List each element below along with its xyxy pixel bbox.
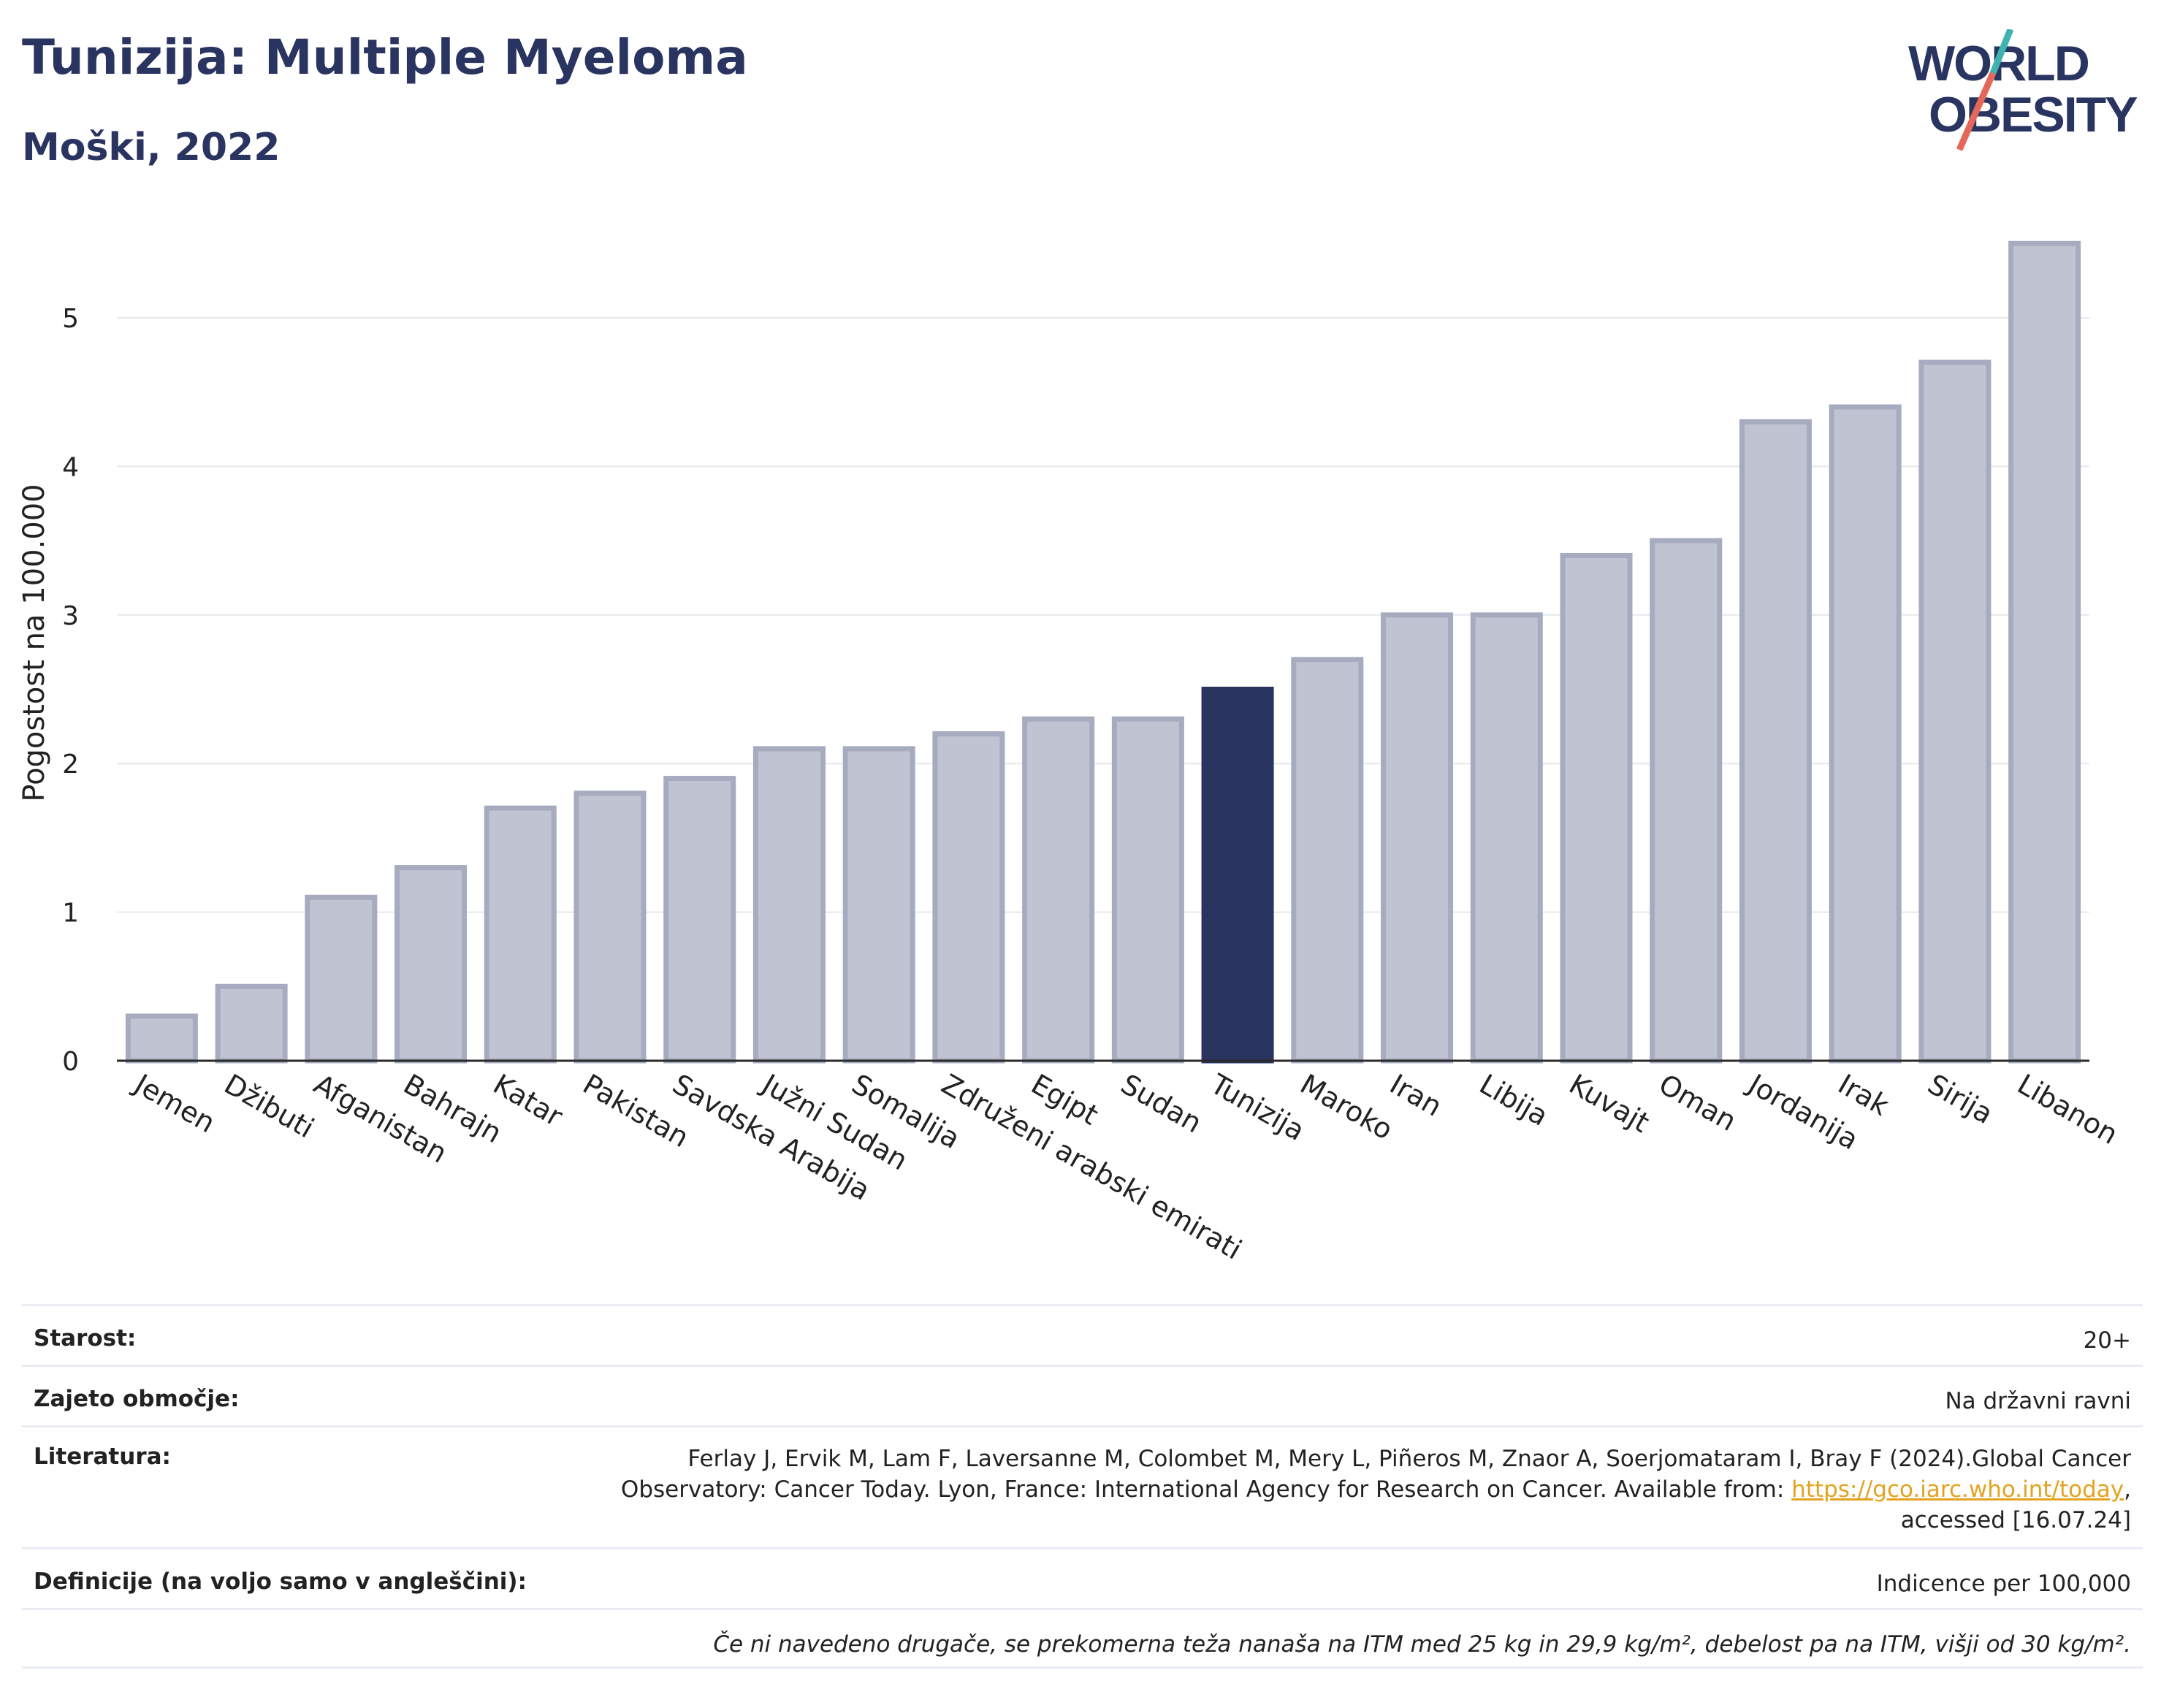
bar-južni-sudan[interactable] [752, 746, 826, 1064]
bar-sirija[interactable] [1918, 359, 1992, 1064]
bar-irak[interactable] [1829, 404, 1902, 1064]
x-tick-label: Kuvajt [1564, 1068, 1655, 1139]
x-tick-label: Jemen [128, 1067, 221, 1140]
x-tick-label: Sudan [1116, 1068, 1208, 1140]
y-axis-label: Pogostost na 100.000 [18, 484, 51, 801]
bar-somalija[interactable] [842, 746, 915, 1064]
bar-egipt[interactable] [1022, 716, 1095, 1064]
info-row-definitions: Definicije (na voljo samo v angleščini):… [22, 1547, 2143, 1608]
x-tick-label: Džibuti [219, 1068, 320, 1145]
bar-maroko[interactable] [1291, 657, 1364, 1064]
x-tick-label: Oman [1653, 1068, 1742, 1137]
coverage-value: Na državni ravni [1945, 1388, 2131, 1414]
info-table: Starost: 20+ Zajeto območje: Na državni … [22, 1304, 2143, 1669]
info-row-reference: Literatura: Ferlay J, Ervik M, Lam F, La… [22, 1425, 2143, 1547]
bars [125, 240, 2081, 1064]
bar-katar[interactable] [484, 805, 557, 1064]
reference-line3: accessed [16.07.24] [1900, 1507, 2131, 1533]
x-tick-label: Libanon [2012, 1068, 2123, 1151]
info-row-age: Starost: 20+ [22, 1304, 2143, 1365]
reference-line2-end: , [2124, 1476, 2131, 1503]
x-tick-label: Sirija [1922, 1068, 1998, 1130]
bar-afganistan[interactable] [305, 894, 378, 1064]
info-row-note: Če ni navedeno drugače, se prekomerna te… [22, 1608, 2143, 1669]
definitions-label: Definicije (na voljo samo v angleščini): [34, 1568, 527, 1595]
info-row-coverage: Zajeto območje: Na državni ravni [22, 1365, 2143, 1425]
reference-line2: Observatory: Cancer Today. Lyon, France:… [620, 1476, 1792, 1503]
logo-slash-red [1956, 72, 1997, 151]
bar-savdska-arabija[interactable] [663, 776, 736, 1064]
bar-iran[interactable] [1381, 612, 1454, 1064]
bar-džibuti[interactable] [215, 983, 288, 1064]
bar-jordanija[interactable] [1739, 419, 1812, 1064]
y-tick-label: 0 [62, 1047, 79, 1077]
bar-libanon[interactable] [2008, 240, 2081, 1064]
bar-združeni-arabski-emirati[interactable] [932, 731, 1005, 1064]
logo-slash-teal [1989, 29, 2014, 75]
bar-oman[interactable] [1650, 538, 1723, 1064]
reference-value: Ferlay J, Ervik M, Lam F, Laversanne M, … [621, 1444, 2131, 1536]
x-tick-label: Tunizija [1205, 1067, 1311, 1147]
bar-bahrajn[interactable] [395, 865, 468, 1064]
x-tick-label: Libija [1474, 1068, 1554, 1132]
reference-label: Literatura: [34, 1444, 171, 1470]
age-label: Starost: [34, 1325, 137, 1351]
x-tick-label: Irak [1833, 1068, 1894, 1122]
page-subtitle: Moški, 2022 [22, 126, 281, 169]
reference-link[interactable]: https://gco.iarc.who.int/today [1791, 1476, 2124, 1503]
y-axis-ticks: 0 1 2 3 4 5 [62, 304, 79, 1077]
y-tick-label: 2 [62, 750, 79, 779]
footnote: Če ni navedeno drugače, se prekomerna te… [713, 1631, 2131, 1658]
world-obesity-logo: WORLD OBESITY [1908, 29, 2139, 151]
y-tick-label: 1 [62, 899, 79, 929]
bar-kuvajt[interactable] [1560, 552, 1633, 1064]
bar-jemen[interactable] [125, 1013, 198, 1064]
y-tick-label: 3 [62, 601, 79, 631]
y-tick-label: 5 [62, 304, 79, 334]
definitions-value: Indicence per 100,000 [1876, 1571, 2131, 1597]
bar-sudan[interactable] [1111, 716, 1184, 1064]
x-tick-label: Iran [1384, 1068, 1447, 1123]
bar-chart: 0 1 2 3 4 5 JemenDžibutiAfganistanBahrajnKata… [18, 240, 2124, 1266]
coverage-label: Zajeto območje: [34, 1386, 240, 1412]
bar-tunizija[interactable] [1201, 687, 1274, 1064]
age-value: 20+ [2083, 1327, 2131, 1354]
bar-libija[interactable] [1470, 612, 1543, 1064]
bar-pakistan[interactable] [573, 790, 647, 1064]
page-title: Tunizija: Multiple Myeloma [22, 29, 748, 85]
reference-line1: Ferlay J, Ervik M, Lam F, Laversanne M, … [687, 1446, 2131, 1472]
x-tick-label: Maroko [1295, 1068, 1398, 1146]
logo-line2: OBESITY [1929, 87, 2138, 142]
y-tick-label: 4 [62, 452, 79, 482]
